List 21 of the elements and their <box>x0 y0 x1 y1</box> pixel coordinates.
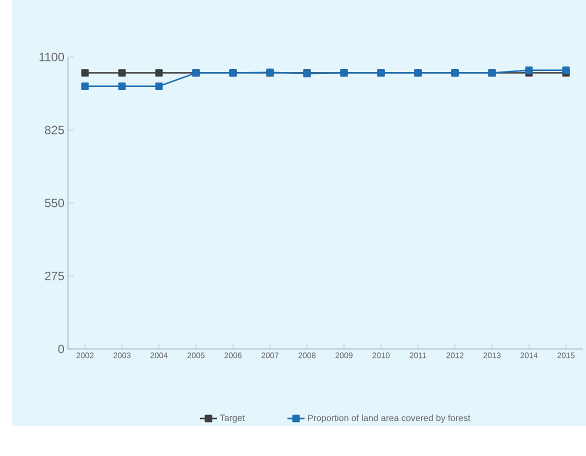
x-tick-label: 2014 <box>520 352 538 358</box>
legend-label: Target <box>220 414 245 423</box>
x-tick-label: 2007 <box>262 352 278 358</box>
y-tick-label: 550 <box>44 198 64 208</box>
x-tick-label: 2011 <box>410 352 426 358</box>
x-tick-label: 2003 <box>114 352 131 358</box>
x-tick-label: 2012 <box>446 352 464 358</box>
x-tick-label: 2010 <box>372 352 390 358</box>
y-tick-label: 825 <box>44 126 64 134</box>
x-tick-label: 2013 <box>484 352 501 358</box>
x-tick-label: 2008 <box>298 352 316 358</box>
legend-label: Proportion of land area covered by forest <box>308 414 470 423</box>
x-tick-label: 2006 <box>224 352 242 358</box>
x-tick-label: 2002 <box>76 352 94 358</box>
x-tick-label: 2015 <box>558 352 575 358</box>
y-tick-label: 0 <box>58 344 64 354</box>
y-tick-label: 275 <box>45 272 64 280</box>
x-tick-label: 2005 <box>188 352 205 358</box>
y-tick-label: 1100 <box>40 52 64 62</box>
x-tick-label: 2009 <box>336 352 353 358</box>
x-tick-label: 2004 <box>150 352 168 358</box>
